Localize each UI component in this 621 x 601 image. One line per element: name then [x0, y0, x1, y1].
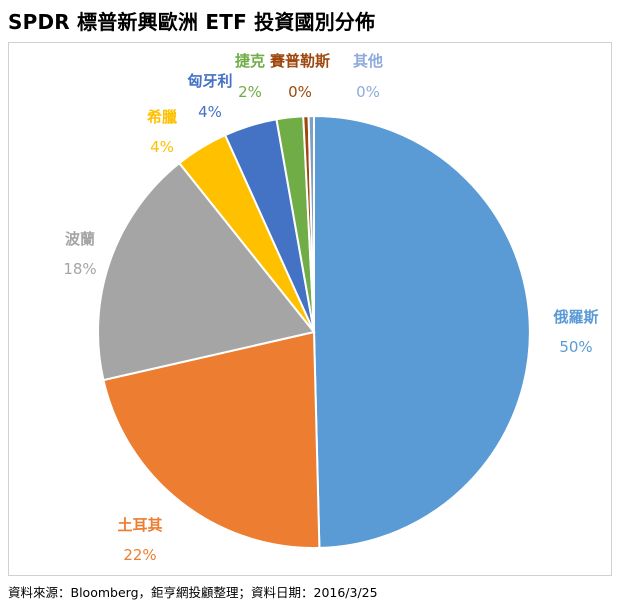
- slice-percent-label: 2%: [238, 83, 262, 101]
- slice-label: 土耳其: [117, 516, 162, 534]
- slice-label: 匈牙利: [187, 72, 232, 90]
- slice-label: 俄羅斯: [552, 308, 598, 326]
- pie-slice-1: [313, 114, 531, 549]
- slice-percent-label: 4%: [198, 103, 222, 121]
- slice-label: 波蘭: [65, 230, 95, 248]
- slice-label: 希臘: [147, 108, 177, 126]
- pie-slice-8: [307, 114, 315, 333]
- chart-area: [8, 42, 612, 576]
- slice-percent-label: 18%: [63, 260, 96, 278]
- slice-label: 賽普勒斯: [269, 52, 330, 70]
- slice-label: 其他: [353, 52, 383, 70]
- slice-percent-label: 50%: [559, 338, 592, 356]
- slice-label: 捷克: [235, 52, 265, 70]
- slice-percent-label: 22%: [123, 546, 156, 564]
- source-note: 資料來源：Bloomberg，鉅亨網投顧整理；資料日期：2016/3/25: [8, 585, 378, 600]
- slice-percent-label: 0%: [288, 83, 312, 101]
- slice-percent-label: 4%: [150, 138, 174, 156]
- chart-title: SPDR 標普新興歐洲 ETF 投資國別分佈: [8, 10, 376, 34]
- pie-slice-2: [102, 330, 321, 549]
- pie-slice-3: [97, 161, 316, 382]
- slice-percent-label: 0%: [356, 83, 380, 101]
